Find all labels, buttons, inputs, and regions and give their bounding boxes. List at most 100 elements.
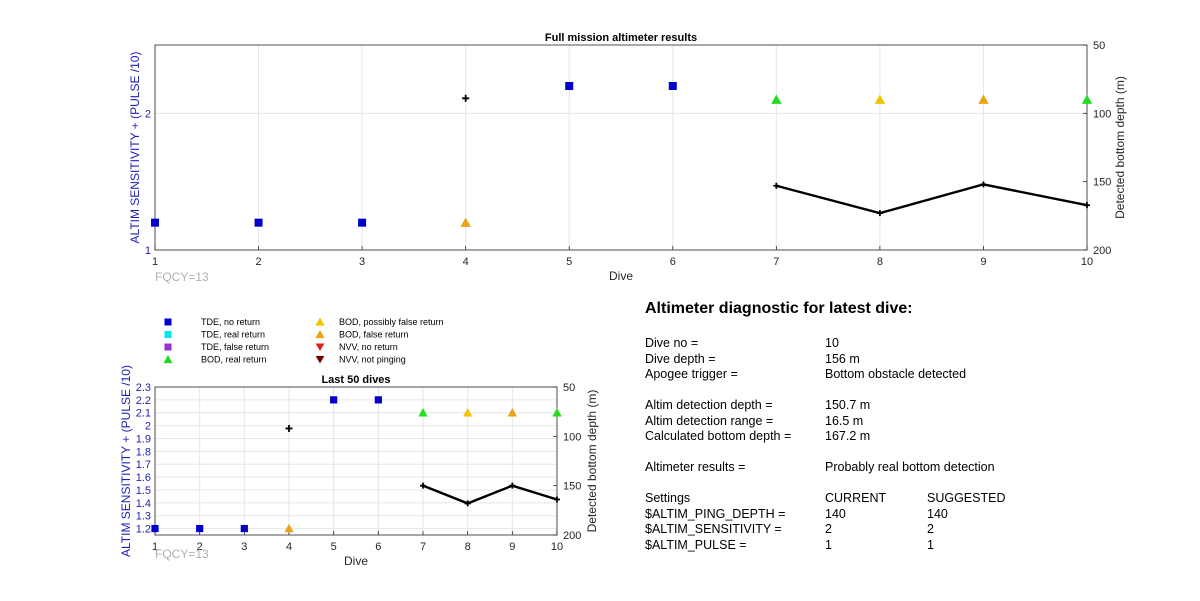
bottom-depth-line — [776, 183, 1088, 215]
x-tick-label: 2 — [255, 256, 261, 268]
y-left-tick-label: 2.3 — [136, 382, 151, 394]
data-marker-bod_false — [507, 408, 518, 417]
calculated-depth-value: 167.2 m — [825, 429, 871, 443]
data-marker-bod_false — [978, 94, 989, 104]
axes-frame — [154, 386, 558, 536]
y-left-tick-label: 2 — [145, 108, 151, 120]
x-tick-label: 2 — [197, 541, 203, 553]
data-marker-tde_no — [374, 396, 382, 404]
dive-depth-value: 156 m — [825, 351, 860, 366]
bottom-depth-point — [980, 181, 987, 188]
fqcy-annotation: FQCY=13 — [155, 547, 209, 561]
y-left-tick-label: 2.2 — [136, 395, 151, 407]
y-left-tick-label: 1 — [145, 245, 151, 257]
depth-cross-marker — [285, 424, 293, 432]
pulse-label: $ALTIM_PULSE = — [645, 537, 747, 552]
bottom-depth-point — [876, 210, 883, 217]
data-marker-tde_no — [330, 396, 338, 404]
sensitivity-row: $ALTIM_SENSITIVITY = 2 2 — [645, 522, 1165, 538]
detection-depth-value: 150.7 m — [825, 398, 871, 412]
y-axis-label-right: Detected bottom depth (m) — [585, 390, 599, 533]
detection-depth-label: Altim detection depth = — [645, 398, 773, 412]
axes-frame — [154, 44, 1088, 251]
diagnostic-heading: Altimeter diagnostic for latest dive: — [645, 300, 913, 317]
x-tick-label: 9 — [980, 256, 986, 268]
ping-depth-row: $ALTIM_PING_DEPTH = 140 140 — [645, 507, 1165, 523]
depth-cross-marker — [462, 94, 470, 102]
ping-depth-suggested: 140 — [927, 506, 948, 521]
bottom-depth-point — [464, 500, 471, 507]
x-tick-label: 8 — [465, 541, 471, 553]
y-right-tick-label: 150 — [1093, 177, 1111, 189]
legend-label: TDE, real return — [201, 330, 265, 340]
suggested-header: SUGGESTED — [927, 491, 1006, 505]
detection-depth-row: Altim detection depth = 150.7 m — [645, 398, 1165, 414]
y-axis-label-right: Detected bottom depth (m) — [1113, 76, 1127, 219]
dive-depth-label: Dive depth = — [645, 351, 716, 366]
legend-label: TDE, false return — [201, 342, 269, 352]
legend-marker-nvv_notping — [315, 356, 325, 364]
dive-no-value: 10 — [825, 336, 839, 350]
y-left-tick-label: 1.8 — [136, 446, 151, 458]
legend-label: BOD, possibly false return — [339, 317, 444, 327]
y-left-tick-label: 1.4 — [136, 498, 151, 510]
legend-label: NVV, no return — [339, 342, 398, 352]
apogee-trigger-row: Apogee trigger = Bottom obstacle detecte… — [645, 367, 1165, 383]
y-left-tick-label: 1.2 — [136, 524, 151, 536]
dive-no-row: Dive no = 10 — [645, 336, 1165, 352]
x-tick-label: 3 — [241, 541, 247, 553]
altimeter-results-label: Altimeter results = — [645, 460, 746, 474]
x-tick-label: 7 — [773, 256, 779, 268]
data-marker-bod_real — [771, 94, 782, 104]
y-right-tick-label: 50 — [1093, 40, 1105, 52]
data-marker-tde_no — [565, 82, 574, 90]
y-left-tick-label: 1.6 — [136, 472, 151, 484]
x-tick-label: 10 — [1081, 256, 1093, 268]
data-marker-tde_no — [196, 524, 204, 533]
y-right-tick-label: 100 — [1093, 108, 1111, 120]
bottom-depth-point — [773, 182, 780, 189]
full-mission-chart: 1 2 3 4 5 6 7 8 9 10 1 2 50 100 150 200 Full mission alt… — [128, 32, 1127, 284]
y-right-tick-label: 50 — [563, 382, 575, 394]
data-marker-bod_real — [1081, 94, 1093, 104]
apogee-trigger-value: Bottom obstacle detected — [825, 367, 967, 381]
x-tick-label: 9 — [509, 541, 515, 553]
x-axis-label: Dive — [344, 554, 368, 568]
y-right-tick-label: 150 — [563, 481, 581, 493]
x-tick-label: 6 — [375, 541, 381, 553]
dive-no-label: Dive no = — [645, 336, 699, 350]
settings-header-row: Settings CURRENT SUGGESTED — [645, 491, 1165, 507]
altimeter-diagnostic-panel: Altimeter diagnostic for latest dive: Di… — [645, 300, 1165, 553]
legend-marker-tde_real — [164, 331, 172, 338]
legend-marker-bod_possibly — [315, 317, 325, 326]
y-left-tick-label: 1.5 — [136, 485, 151, 497]
legend-marker-tde_no — [164, 318, 172, 326]
detection-range-value: 16.5 m — [825, 413, 864, 428]
detection-range-row: Altim detection range = 16.5 m — [645, 414, 1165, 430]
data-marker-bod_false — [284, 523, 294, 533]
chart-title: Last 50 dives — [321, 374, 390, 386]
data-marker-bod_possibly — [874, 94, 886, 104]
bottom-depth-point — [420, 482, 426, 489]
legend-marker-tde_false — [164, 343, 172, 351]
calculated-depth-row: Calculated bottom depth = 167.2 m — [645, 429, 1165, 445]
pulse-row: $ALTIM_PULSE = 1 1 — [645, 538, 1165, 554]
y-right-tick-label: 100 — [563, 431, 581, 443]
altimeter-results-value: Probably real bottom detection — [825, 460, 995, 474]
legend-label: BOD, real return — [201, 355, 267, 365]
last-50-dives-chart: 1 2 3 4 5 6 7 8 9 101.21.31.41.51.61.71.81.922.12… — [119, 365, 599, 568]
current-header: CURRENT — [825, 491, 887, 505]
sensitivity-label: $ALTIM_SENSITIVITY = — [645, 522, 782, 536]
y-right-tick-label: 200 — [563, 530, 581, 542]
marker-legend: TDE, no return TDE, real return TDE, false… — [163, 317, 444, 365]
bottom-depth-point — [554, 496, 560, 503]
chart-title: Full mission altimeter results — [545, 32, 697, 44]
altimeter-results-row: Altimeter results = Probably real bottom… — [645, 460, 1165, 476]
x-axis-label: Dive — [609, 269, 633, 283]
x-tick-label: 6 — [670, 256, 676, 268]
legend-marker-bod_false — [315, 329, 325, 339]
ping-depth-label: $ALTIM_PING_DEPTH = — [645, 506, 786, 521]
data-marker-bod_false — [460, 217, 471, 227]
y-left-tick-label: 1.7 — [136, 459, 151, 471]
